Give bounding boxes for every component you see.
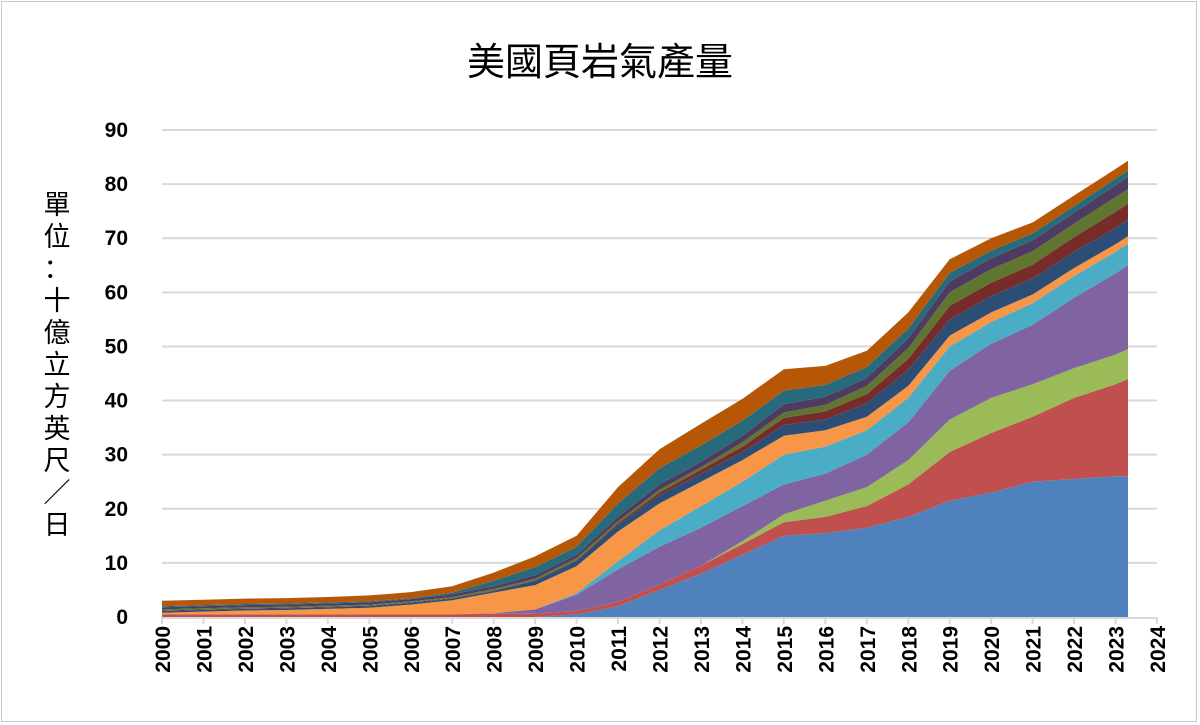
x-tick-label: 2022 bbox=[1064, 626, 1087, 673]
area-series-2 bbox=[162, 378, 1128, 617]
x-tick-label: 2012 bbox=[650, 626, 673, 673]
y-tick-label: 60 bbox=[105, 281, 128, 304]
x-tick-label: 2023 bbox=[1106, 626, 1129, 673]
y-tick-label: 90 bbox=[105, 119, 128, 142]
y-tick-label: 70 bbox=[105, 227, 128, 250]
y-tick-label: 0 bbox=[116, 606, 128, 629]
y-tick-label: 50 bbox=[105, 335, 128, 358]
x-tick-label: 2017 bbox=[857, 626, 880, 673]
x-tick-label: 2018 bbox=[898, 626, 921, 673]
x-tick-label: 2019 bbox=[940, 626, 963, 673]
x-tick-label: 2004 bbox=[318, 626, 341, 673]
y-tick-label: 80 bbox=[105, 173, 128, 196]
y-tick-label: 30 bbox=[105, 444, 128, 467]
x-tick-label: 2001 bbox=[193, 626, 216, 673]
x-tick-label: 2010 bbox=[567, 626, 590, 673]
y-tick-label: 40 bbox=[105, 390, 128, 413]
x-tick-label: 2021 bbox=[1023, 626, 1046, 673]
x-tick-label: 2016 bbox=[815, 626, 838, 673]
x-tick-label: 2007 bbox=[442, 626, 465, 673]
x-tick-label: 2000 bbox=[152, 626, 175, 673]
y-axis-label: 單位：十億立方英尺／日 bbox=[43, 190, 71, 541]
chart-title: 美國頁岩氣產量 bbox=[467, 40, 733, 84]
x-tick-label: 2005 bbox=[359, 626, 382, 673]
y-tick-label: 10 bbox=[105, 552, 128, 575]
x-tick-label: 2006 bbox=[401, 626, 424, 673]
x-tick-label: 2014 bbox=[732, 626, 755, 673]
area-series-1 bbox=[162, 476, 1128, 617]
x-tick-label: 2015 bbox=[774, 626, 797, 673]
area-series bbox=[162, 160, 1128, 617]
x-tick-label: 2003 bbox=[276, 626, 299, 673]
x-tick-label: 2002 bbox=[235, 626, 258, 673]
y-tick-label: 20 bbox=[105, 498, 128, 521]
x-tick-label: 2008 bbox=[484, 626, 507, 673]
axes: 0 10 20 30 40 50 60 70 80 90 2000 2001 2002 2003 2004 2… bbox=[105, 119, 1170, 673]
x-tick-label: 2009 bbox=[525, 626, 548, 673]
area-series-6 bbox=[162, 236, 1128, 615]
x-tick-label: 2020 bbox=[981, 626, 1004, 673]
x-tick-label: 2013 bbox=[691, 626, 714, 673]
x-tick-label: 2024 bbox=[1147, 626, 1170, 673]
x-tick-label: 2011 bbox=[608, 626, 631, 672]
